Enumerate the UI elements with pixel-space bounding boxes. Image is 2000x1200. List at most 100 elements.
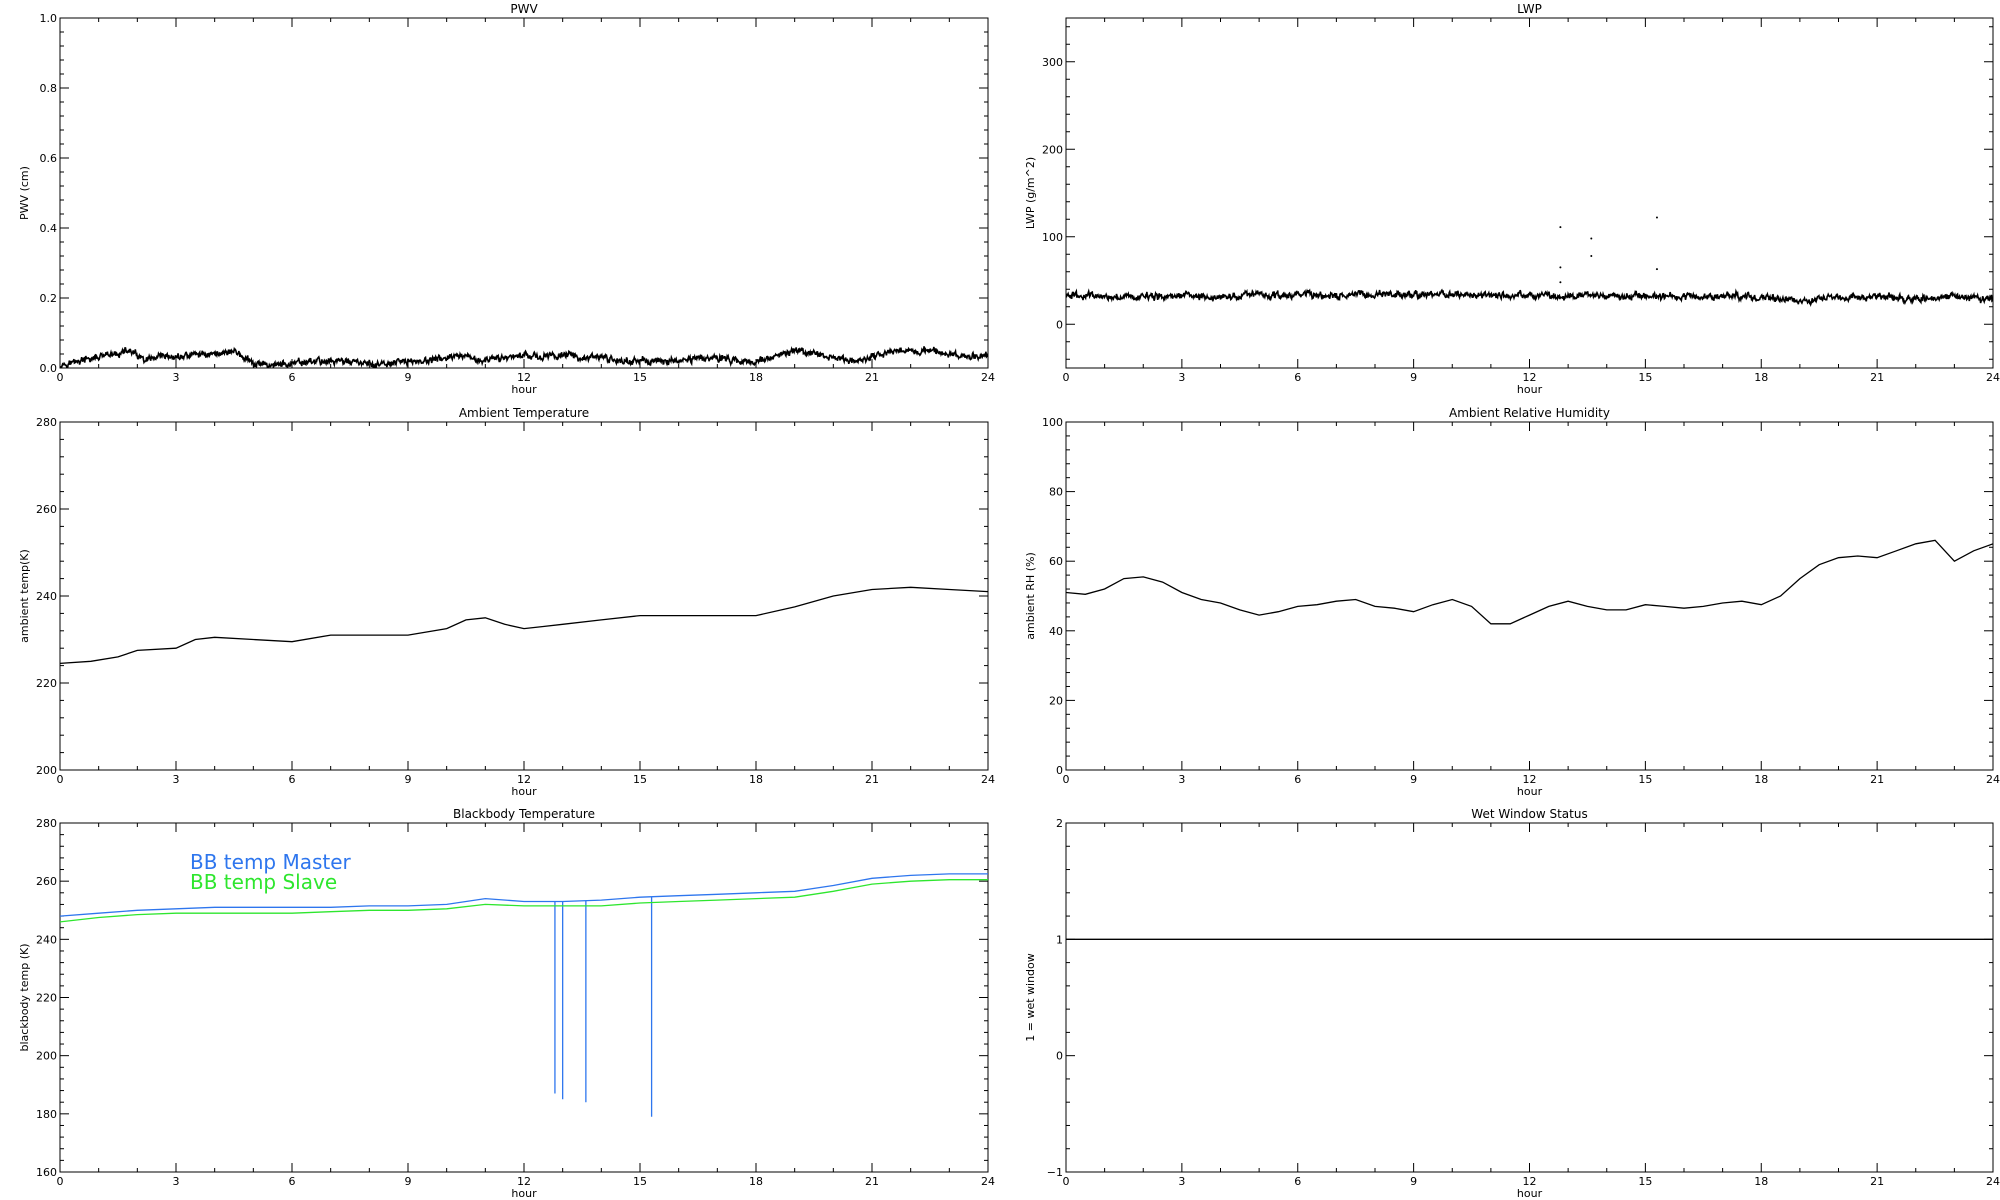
series-line-0 (60, 586, 988, 665)
y-axis-label: PWV (cm) (18, 166, 31, 220)
x-tick-label: 0 (57, 773, 64, 786)
x-tick-label: 12 (1523, 371, 1537, 384)
y-tick-label: 100 (1042, 416, 1063, 429)
scatter-point (1655, 268, 1658, 271)
x-tick-label: 21 (865, 371, 879, 384)
legend-entry: BB temp Master (190, 850, 352, 874)
y-tick-label: 260 (36, 875, 57, 888)
plot-frame (59, 421, 989, 771)
y-tick-label: 260 (36, 503, 57, 516)
plot-frame (1065, 421, 1994, 771)
x-tick-label: 24 (981, 773, 995, 786)
x-tick-label: 24 (981, 371, 995, 384)
x-tick-label: 15 (1638, 1175, 1652, 1188)
x-tick-label: 3 (1178, 1175, 1185, 1188)
series-line-0 (1066, 288, 1993, 308)
x-tick-label: 18 (1754, 371, 1768, 384)
y-tick-label: 0.2 (40, 292, 58, 305)
x-axis-label: hour (511, 383, 537, 396)
plot-frame (1065, 17, 1994, 369)
plot-frame (1065, 822, 1994, 1173)
legend-entry: BB temp Slave (190, 870, 337, 894)
y-tick-label: 0.4 (40, 222, 58, 235)
y-axis-label: ambient temp(K) (18, 549, 31, 643)
y-tick-label: 240 (36, 590, 57, 603)
x-tick-label: 18 (749, 371, 763, 384)
x-tick-label: 9 (405, 371, 412, 384)
chart-title: Wet Window Status (1471, 807, 1587, 821)
y-tick-label: 2 (1056, 817, 1063, 830)
x-tick-label: 21 (1870, 371, 1884, 384)
scatter-point (1559, 226, 1562, 229)
x-tick-label: 15 (633, 1175, 647, 1188)
scatter-point (1590, 255, 1593, 257)
y-tick-label: 200 (36, 1050, 57, 1063)
chart-panel-1: LWP 0 3 6 9 12 15 18 21 24 hour 0 100 200 300 LWP (g/m^… (1024, 2, 2000, 396)
chart-title: Ambient Temperature (459, 406, 589, 420)
y-tick-label: 240 (36, 933, 57, 946)
x-tick-label: 12 (1523, 1175, 1537, 1188)
y-tick-label: 0.8 (40, 82, 58, 95)
series-line-0 (1066, 539, 1993, 625)
x-tick-label: 0 (57, 371, 64, 384)
x-tick-label: 18 (1754, 773, 1768, 786)
x-tick-label: 3 (1178, 371, 1185, 384)
x-tick-label: 24 (1986, 1175, 2000, 1188)
y-tick-label: 40 (1049, 625, 1063, 638)
y-tick-label: 220 (36, 992, 57, 1005)
y-tick-label: 20 (1049, 694, 1063, 707)
y-axis-label: 1 = wet window (1024, 953, 1037, 1042)
x-tick-label: 0 (1063, 371, 1070, 384)
x-tick-label: 0 (57, 1175, 64, 1188)
y-tick-label: 160 (36, 1166, 57, 1179)
x-tick-label: 15 (633, 773, 647, 786)
x-tick-label: 3 (1178, 773, 1185, 786)
x-tick-label: 6 (1294, 773, 1301, 786)
y-tick-label: 100 (1042, 231, 1063, 244)
x-axis-label: hour (1517, 1187, 1543, 1200)
x-tick-label: 12 (1523, 773, 1537, 786)
x-tick-label: 15 (1638, 371, 1652, 384)
x-tick-label: 12 (517, 371, 531, 384)
chart-panel-0: PWV 0 3 6 9 12 15 18 21 24 hour 0.0 0.2 0.4 0.6 0.8 1.0 P… (18, 2, 995, 396)
scatter-point (1559, 281, 1562, 284)
x-tick-label: 12 (517, 1175, 531, 1188)
y-tick-label: 280 (36, 416, 57, 429)
x-axis-label: hour (1517, 383, 1543, 396)
chart-title: Ambient Relative Humidity (1449, 406, 1610, 420)
x-axis-label: hour (1517, 785, 1543, 798)
x-tick-label: 12 (517, 773, 531, 786)
x-tick-label: 6 (289, 773, 296, 786)
y-axis-label: ambient RH (%) (1024, 552, 1037, 640)
x-tick-label: 9 (405, 773, 412, 786)
x-tick-label: 3 (173, 1175, 180, 1188)
x-axis-label: hour (511, 1187, 537, 1200)
y-tick-label: 0 (1056, 318, 1063, 331)
y-axis-label: LWP (g/m^2) (1024, 157, 1037, 229)
y-tick-label: 0 (1056, 764, 1063, 777)
y-tick-label: 0 (1056, 1050, 1063, 1063)
x-tick-label: 24 (1986, 371, 2000, 384)
x-tick-label: 24 (981, 1175, 995, 1188)
x-tick-label: 3 (173, 371, 180, 384)
y-axis-label: blackbody temp (K) (18, 944, 31, 1052)
x-tick-label: 18 (1754, 1175, 1768, 1188)
y-tick-label: 80 (1049, 486, 1063, 499)
x-tick-label: 9 (1410, 371, 1417, 384)
x-tick-label: 18 (749, 1175, 763, 1188)
scatter-point (1559, 266, 1562, 269)
y-tick-label: 200 (36, 764, 57, 777)
x-tick-label: 6 (1294, 371, 1301, 384)
y-tick-label: 300 (1042, 56, 1063, 69)
y-tick-label: 0.6 (40, 152, 58, 165)
x-tick-label: 3 (173, 773, 180, 786)
series-line-1 (60, 879, 988, 923)
scatter-point (1590, 237, 1593, 240)
x-tick-label: 21 (865, 1175, 879, 1188)
x-axis-label: hour (511, 785, 537, 798)
chart-panel-2: Ambient Temperature 0 3 6 9 12 15 18 21 24 hour 200… (18, 406, 995, 798)
y-tick-label: −1 (1047, 1166, 1063, 1179)
x-tick-label: 6 (289, 371, 296, 384)
